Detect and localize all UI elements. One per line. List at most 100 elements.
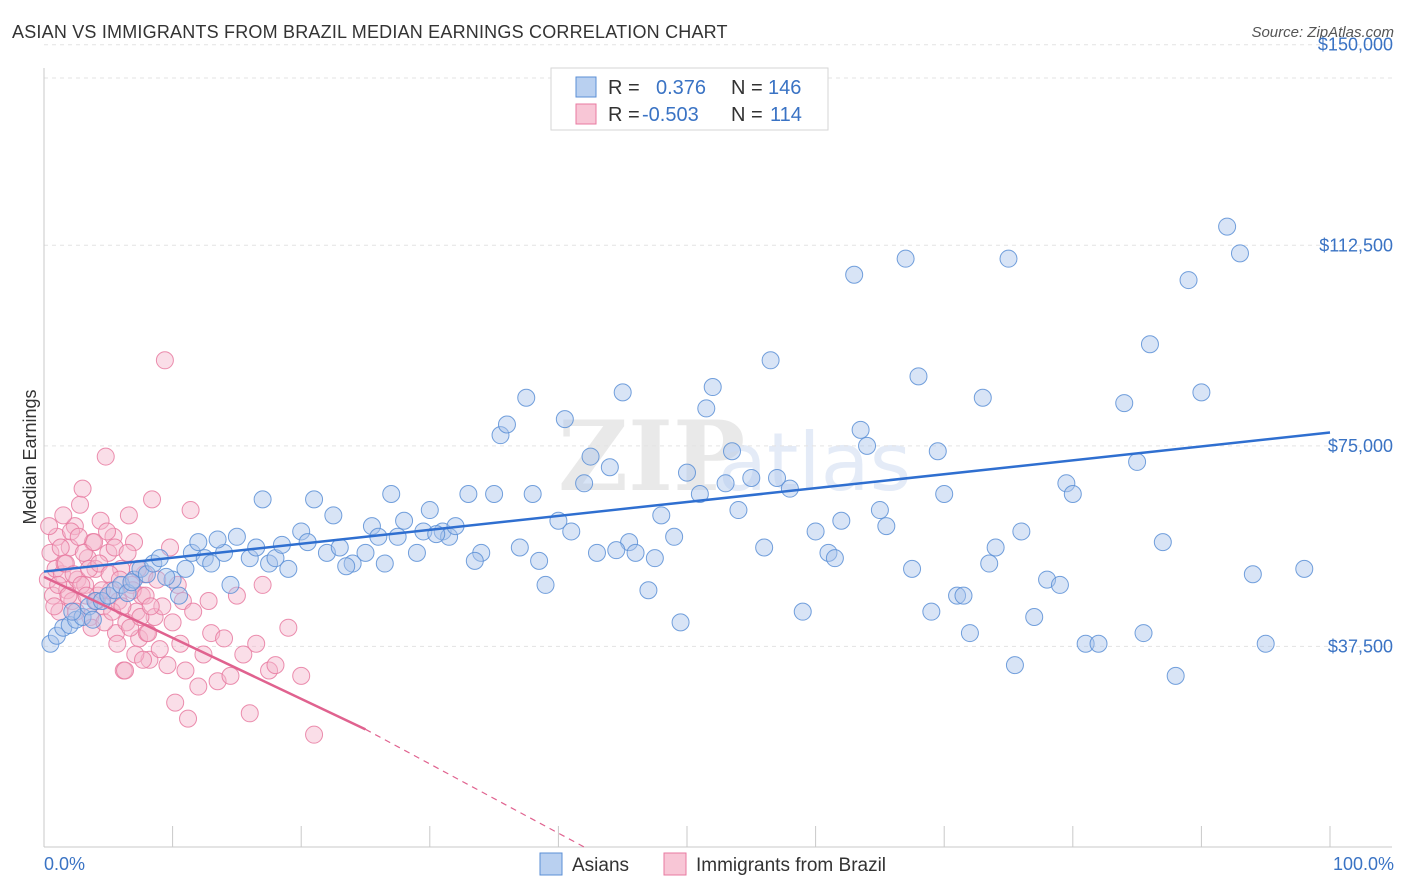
asian-point [497,415,516,434]
bottom-legend-asians: Asians [572,855,629,876]
asian-point [755,538,774,557]
asian-point [382,485,401,504]
brazil-trend-extension [365,728,585,848]
brazil-point [40,517,59,536]
y-tick-labels: $37,500 $75,000 $112,500 $150,000 [1318,35,1393,657]
brazil-point [41,543,60,562]
asian-point [420,501,439,520]
asian-point [780,479,799,498]
asian-point [253,490,272,509]
asian-point [517,388,536,407]
asian-point [1192,383,1211,402]
asian-point [1089,634,1108,653]
legend-r-label-brazil: R = [608,104,640,126]
asian-point [530,551,549,570]
legend-r-label-asians: R = [608,77,640,99]
asian-point [208,530,227,549]
asian-point [1230,244,1249,263]
brazil-point [80,559,99,578]
asian-point [954,586,973,605]
asian-point [1166,666,1185,685]
asian-point [1050,575,1069,594]
source-label: Source: ZipAtlas.com [1251,24,1394,41]
asian-point [768,468,787,487]
brazil-point [305,725,324,744]
brazil-point [45,597,64,616]
asian-point [1057,474,1076,493]
bottom-legend-swatch-asians [539,852,563,876]
y-axis-label: Median Earnings [20,389,40,524]
brazil-point [184,602,203,621]
asian-point [980,554,999,573]
asian-point [652,506,671,525]
asian-point [1025,608,1044,627]
legend-n-value-asians: 146 [768,77,801,99]
brazil-point [125,533,144,552]
brazil-point [91,511,110,530]
x-tick-label-min: 0.0% [44,854,85,874]
asian-point [137,565,156,584]
asian-point [523,485,542,504]
asian-point [337,557,356,576]
asian-point [909,367,928,386]
asian-point [1134,624,1153,643]
asian-point [292,522,311,541]
asian-point [806,522,825,541]
asian-point [356,543,375,562]
asian-point [723,442,742,461]
asian-point [324,506,343,525]
asian-point [1115,394,1134,413]
asian-point [903,559,922,578]
brazil-point [221,666,240,685]
asian-point [395,511,414,530]
asian-point [678,463,696,482]
bottom-legend-brazil: Immigrants from Brazil [696,855,886,876]
asian-point [1295,559,1314,578]
watermark-atlas: atlas [718,416,911,509]
brazil-point [279,618,298,637]
y-tick-label: $37,500 [1328,636,1393,656]
asian-point [221,575,240,594]
asian-point [375,554,394,573]
legend-n-label-asians: N = [731,77,763,99]
asian-point [973,388,992,407]
asian-point [851,420,870,439]
asian-point [330,538,349,557]
asian-point [1012,522,1031,541]
asian-point [1256,634,1275,653]
asian-point [1243,565,1262,584]
asian-point [581,447,600,466]
legend-swatch-asians [575,76,597,98]
asian-point [613,383,632,402]
asian-point [485,485,504,504]
asian-point [555,410,574,429]
brazil-point [227,586,246,605]
asian-point [645,549,664,568]
legend-n-label-brazil: N = [731,104,763,126]
brazil-point [143,490,162,509]
asian-point [626,543,645,562]
asian-point [465,551,484,570]
legend-swatch-brazil [575,103,597,125]
asian-point [671,613,690,632]
asian-point [170,586,189,605]
brazil-point [134,650,153,669]
asian-point [742,468,761,487]
x-tick-label-max: 100.0% [1333,854,1394,874]
brazil-point [54,506,73,525]
brazil-point [247,634,266,653]
asian-point [491,426,510,445]
asian-point [1128,452,1147,471]
asian-point [858,436,877,455]
brazil-point [71,495,90,514]
asian-point [639,581,658,600]
asian-point [157,567,176,586]
asian-point [63,602,82,621]
brazil-point [176,661,195,680]
brazil-point [150,640,169,659]
brazil-point [234,645,253,664]
asian-point [279,559,298,578]
asian-point [1153,533,1172,552]
brazil-point [108,634,127,653]
